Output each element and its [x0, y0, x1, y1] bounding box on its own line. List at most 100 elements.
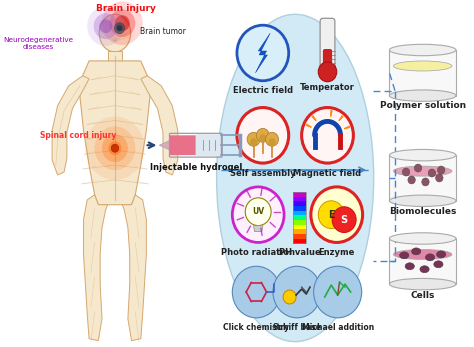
Ellipse shape: [390, 44, 456, 56]
Circle shape: [99, 19, 112, 33]
Text: Polymer solution: Polymer solution: [380, 101, 466, 110]
Ellipse shape: [434, 261, 443, 268]
Bar: [293, 196, 306, 202]
Circle shape: [111, 144, 118, 152]
Bar: [293, 215, 306, 220]
Bar: [293, 239, 306, 244]
Circle shape: [237, 25, 289, 81]
Circle shape: [332, 207, 356, 232]
Circle shape: [311, 187, 363, 243]
Bar: [293, 229, 306, 235]
Circle shape: [114, 22, 125, 34]
Ellipse shape: [393, 249, 452, 260]
Bar: [293, 192, 306, 244]
Circle shape: [256, 128, 269, 142]
Circle shape: [265, 132, 279, 146]
Circle shape: [115, 15, 130, 31]
Text: Electric field: Electric field: [233, 86, 293, 95]
Bar: [293, 225, 306, 230]
Text: S: S: [341, 215, 348, 225]
Ellipse shape: [393, 61, 452, 71]
Circle shape: [102, 1, 143, 45]
Text: Temperator: Temperator: [300, 83, 355, 92]
Circle shape: [109, 9, 135, 37]
Text: Spinal cord injury: Spinal cord injury: [40, 131, 116, 140]
Circle shape: [117, 25, 122, 31]
Polygon shape: [159, 140, 170, 150]
Polygon shape: [254, 226, 263, 231]
Circle shape: [314, 266, 362, 318]
FancyBboxPatch shape: [323, 49, 332, 71]
Polygon shape: [52, 76, 89, 175]
Bar: [293, 211, 306, 216]
Circle shape: [301, 108, 354, 163]
Circle shape: [95, 126, 135, 170]
Bar: [293, 234, 306, 239]
Text: Photo radiation: Photo radiation: [221, 248, 295, 257]
Circle shape: [273, 266, 321, 318]
Text: Injectable hydrogel: Injectable hydrogel: [150, 162, 242, 171]
Text: Neurodegenerative
diseases: Neurodegenerative diseases: [3, 36, 73, 50]
Circle shape: [232, 266, 280, 318]
Circle shape: [259, 134, 266, 142]
Text: Brain injury: Brain injury: [96, 4, 156, 13]
Text: UV: UV: [252, 207, 264, 216]
Polygon shape: [122, 195, 146, 341]
Text: Schiff base: Schiff base: [273, 323, 321, 332]
Ellipse shape: [393, 166, 452, 176]
Ellipse shape: [390, 195, 456, 206]
Text: Click chemistry: Click chemistry: [223, 323, 289, 332]
Circle shape: [237, 108, 289, 163]
Circle shape: [318, 201, 344, 229]
Circle shape: [318, 62, 337, 82]
Circle shape: [268, 138, 276, 146]
Bar: [293, 201, 306, 206]
Circle shape: [85, 117, 145, 180]
Ellipse shape: [420, 266, 429, 273]
Circle shape: [87, 6, 124, 46]
Text: Self assembly: Self assembly: [230, 169, 296, 178]
Circle shape: [94, 13, 118, 39]
Polygon shape: [108, 51, 122, 61]
Polygon shape: [390, 50, 456, 96]
Polygon shape: [390, 155, 456, 201]
Circle shape: [250, 138, 257, 146]
Ellipse shape: [426, 254, 435, 261]
Ellipse shape: [390, 90, 456, 101]
Polygon shape: [83, 195, 108, 341]
Circle shape: [247, 132, 260, 146]
Polygon shape: [255, 33, 270, 73]
Circle shape: [438, 166, 445, 174]
Bar: [293, 192, 306, 197]
Polygon shape: [390, 238, 456, 284]
Ellipse shape: [390, 278, 456, 290]
Text: Magnetic field: Magnetic field: [293, 169, 362, 178]
Bar: [293, 220, 306, 225]
Text: E: E: [328, 210, 335, 220]
Circle shape: [436, 174, 443, 182]
Text: Enzyme: Enzyme: [319, 248, 355, 257]
Text: Brain tumor: Brain tumor: [140, 27, 186, 36]
Circle shape: [408, 176, 415, 184]
Text: Cells: Cells: [410, 290, 435, 299]
Polygon shape: [141, 76, 178, 175]
Ellipse shape: [390, 233, 456, 244]
Circle shape: [414, 164, 422, 172]
FancyBboxPatch shape: [170, 135, 199, 155]
Polygon shape: [80, 61, 150, 205]
Text: PH value: PH value: [279, 248, 320, 257]
Circle shape: [245, 198, 271, 226]
Circle shape: [422, 178, 429, 186]
Ellipse shape: [217, 14, 374, 342]
Ellipse shape: [400, 252, 409, 259]
Ellipse shape: [411, 248, 421, 255]
FancyBboxPatch shape: [196, 134, 222, 156]
Circle shape: [109, 141, 121, 155]
Circle shape: [102, 134, 128, 162]
Ellipse shape: [99, 14, 131, 52]
Ellipse shape: [405, 263, 414, 270]
Circle shape: [402, 168, 410, 176]
Circle shape: [283, 290, 296, 304]
Ellipse shape: [390, 150, 456, 161]
Text: Michael addition: Michael addition: [301, 323, 374, 332]
